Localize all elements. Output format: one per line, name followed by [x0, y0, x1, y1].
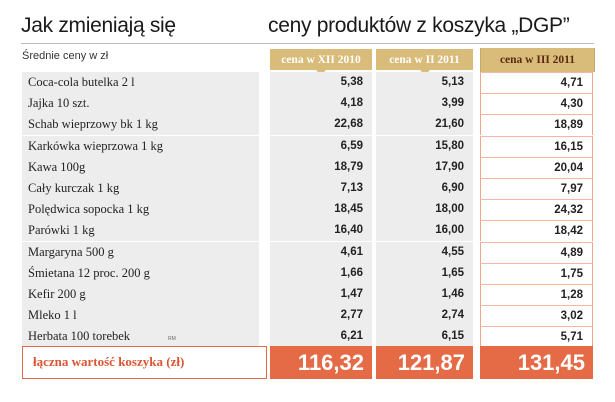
- price-cell: 16,00: [376, 220, 473, 242]
- rm-mark: RM: [168, 336, 176, 342]
- price-cell: 5,71: [480, 326, 593, 348]
- total-label: łączna wartość koszyka (zł): [22, 346, 267, 379]
- product-name: Coca-cola butelka 2 l: [22, 72, 259, 93]
- price-cell: 7,13: [270, 178, 372, 199]
- price-cell: 15,80: [376, 135, 473, 157]
- price-cell: 6,15: [376, 326, 473, 348]
- title-right: ceny produktów z koszyka „DGP”: [268, 14, 570, 37]
- price-cell: 5,13: [376, 72, 473, 93]
- price-cell: 16,15: [480, 135, 593, 157]
- price-cell: 4,55: [376, 241, 473, 263]
- price-cell: 18,00: [376, 199, 473, 221]
- table-row: Kawa 100g 18,79 17,90 20,04: [22, 156, 595, 178]
- price-cell: 1,65: [376, 262, 473, 284]
- price-cell: 1,47: [270, 284, 372, 305]
- table-row: Margaryna 500 g 4,61 4,55 4,89: [22, 241, 595, 263]
- table-row: Schab wieprzowy bk 1 kg 22,68 21,60 18,89: [22, 114, 595, 136]
- price-cell: 4,18: [270, 93, 372, 115]
- price-cell: 17,90: [376, 156, 473, 178]
- price-cell: 1,46: [376, 284, 473, 305]
- price-cell: 18,79: [270, 156, 372, 178]
- table-row: Śmietana 12 proc. 200 g 1,66 1,65 1,75: [22, 262, 595, 284]
- price-cell: 4,89: [480, 241, 593, 263]
- title-rule: [21, 43, 594, 44]
- table-row: Parówki 1 kg 16,40 16,00 18,42: [22, 220, 595, 242]
- price-cell: 18,45: [270, 199, 372, 221]
- price-cell: 4,61: [270, 241, 372, 263]
- price-cell: 22,68: [270, 114, 372, 136]
- table-row: Cały kurczak 1 kg 7,13 6,90 7,97: [22, 178, 595, 199]
- price-cell: 2,77: [270, 305, 372, 327]
- col-header-label: cena w II 2011: [389, 53, 460, 66]
- table-row: Herbata 100 torebek 6,21 6,15 5,71: [22, 326, 595, 348]
- col-header-dec-2010: cena w XII 2010: [270, 49, 372, 75]
- price-cell: 6,21: [270, 326, 372, 348]
- product-name: Margaryna 500 g: [22, 241, 259, 263]
- price-cell: 24,32: [480, 199, 593, 221]
- product-name: Parówki 1 kg: [22, 220, 259, 242]
- product-name: Kefir 200 g: [22, 284, 259, 305]
- product-name: Herbata 100 torebek: [22, 326, 259, 348]
- table-row: Kefir 200 g 1,47 1,46 1,28: [22, 284, 595, 305]
- price-cell: 21,60: [376, 114, 473, 136]
- product-name: Kawa 100g: [22, 156, 259, 178]
- price-cell: 6,90: [376, 178, 473, 199]
- table-row: Karkówka wieprzowa 1 kg 6,59 15,80 16,15: [22, 135, 595, 157]
- total-value-mar-2011: 131,45: [480, 346, 593, 379]
- price-cell: 5,38: [270, 72, 372, 93]
- price-cell: 16,40: [270, 220, 372, 242]
- price-cell: 1,66: [270, 262, 372, 284]
- product-name: Cały kurczak 1 kg: [22, 178, 259, 199]
- product-name: Polędwica sopocka 1 kg: [22, 199, 259, 221]
- price-cell: 3,99: [376, 93, 473, 115]
- title-left: Jak zmieniają się: [21, 14, 176, 37]
- price-cell: 18,42: [480, 220, 593, 242]
- table-row: Mleko 1 l 2,77 2,74 3,02: [22, 305, 595, 327]
- col-header-label: cena w XII 2010: [281, 53, 361, 66]
- product-name: Karkówka wieprzowa 1 kg: [22, 135, 259, 157]
- table-row: Polędwica sopocka 1 kg 18,45 18,00 24,32: [22, 199, 595, 221]
- product-name: Mleko 1 l: [22, 305, 259, 327]
- price-cell: 1,28: [480, 284, 593, 305]
- price-cell: 1,75: [480, 262, 593, 284]
- product-name: Śmietana 12 proc. 200 g: [22, 262, 259, 284]
- price-cell: 4,71: [480, 72, 593, 93]
- price-cell: 4,30: [480, 93, 593, 115]
- price-cell: 7,97: [480, 178, 593, 199]
- price-cell: 20,04: [480, 156, 593, 178]
- price-cell: 3,02: [480, 305, 593, 327]
- total-value-dec-2010: 116,32: [270, 346, 372, 379]
- price-cell: 6,59: [270, 135, 372, 157]
- table-row: Coca-cola butelka 2 l 5,38 5,13 4,71: [22, 72, 595, 93]
- price-cell: 18,89: [480, 114, 593, 136]
- price-cell: 2,74: [376, 305, 473, 327]
- product-name: Schab wieprzowy bk 1 kg: [22, 114, 259, 136]
- table-row: Jajka 10 szt. 4,18 3,99 4,30: [22, 93, 595, 115]
- col-header-feb-2011: cena w II 2011: [376, 49, 473, 75]
- col-header-label: cena w III 2011: [499, 54, 576, 66]
- col-header-mar-2011: cena w III 2011: [480, 48, 595, 77]
- total-value-feb-2011: 121,87: [376, 346, 473, 379]
- product-name: Jajka 10 szt.: [22, 93, 259, 115]
- subtitle: Średnie ceny w zł: [22, 50, 109, 62]
